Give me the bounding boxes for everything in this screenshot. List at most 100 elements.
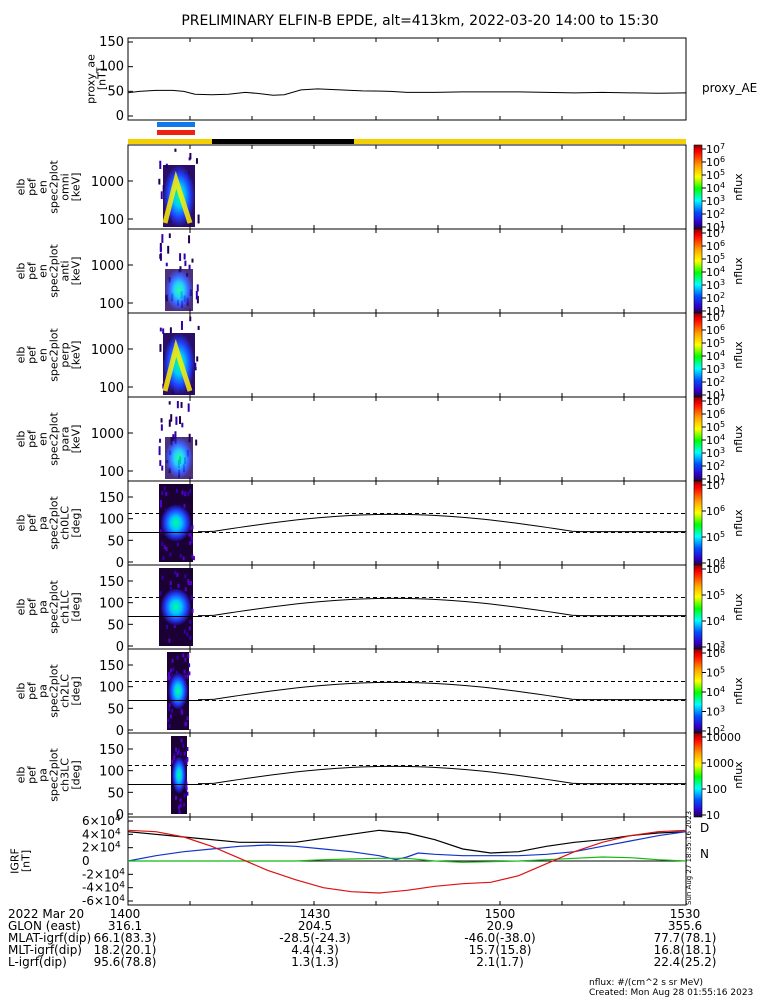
colorbar-tick-label: 104: [706, 614, 725, 628]
footer-row-label: L-igrf(dip): [8, 955, 67, 969]
pa-pixel: [173, 753, 176, 758]
y-axis-label-line: [keV]: [70, 257, 83, 286]
spectrum-pixel: [197, 214, 200, 224]
colorbar-tick-label: 104: [706, 433, 725, 447]
y-tick-label: 1000: [91, 427, 124, 442]
colorbar-tick-label: 101: [706, 388, 725, 402]
y-axis-label-line: pa: [37, 768, 50, 782]
footer-value: 18.2(20.1): [93, 943, 157, 957]
colorbar-title: nflux: [732, 173, 745, 201]
y-axis-label-line: [nT]: [20, 850, 33, 872]
colorbar-tick-label: 103: [706, 446, 725, 460]
spec-para-colorbar: [693, 396, 703, 482]
pa-pixel: [186, 757, 189, 762]
pa-pixel: [184, 657, 187, 662]
pa-pixel: [161, 575, 164, 580]
pa-pixel: [176, 542, 179, 547]
y-axis-label-line: elb: [15, 263, 28, 280]
pa-pixel: [169, 676, 172, 681]
pa-pixel: [184, 759, 187, 764]
nflux-label: nflux: [732, 677, 745, 705]
pa-pixel: [177, 805, 180, 810]
pa-pixel: [176, 572, 179, 577]
pa-ch1LC-marks: [128, 568, 686, 646]
pa-pixel: [189, 619, 192, 624]
pa-pixel: [192, 556, 195, 561]
footer-row-label: MLT-igrf(dip): [8, 943, 82, 957]
y-axis-label-line: elb: [15, 347, 28, 364]
colorbar-tick-label: 102: [706, 207, 725, 221]
colorbar-tick-label: 104: [706, 181, 725, 195]
spec-omni-frame: [127, 144, 687, 230]
pa-pixel: [169, 552, 172, 557]
colorbar-tick-label: 102: [706, 291, 725, 305]
spectrum-pixel: [174, 431, 177, 440]
spectrum-pixel: [176, 401, 179, 409]
colorbar-tick-label: 101: [706, 220, 725, 234]
footer-value: 15.7(15.8): [468, 943, 532, 957]
spec-para-marks: [158, 401, 198, 479]
spectrum-pixel: [168, 233, 171, 239]
pa-ch1LC-frame: [127, 564, 687, 650]
pa-pixel: [170, 668, 173, 673]
footer-value: 355.6: [667, 919, 703, 933]
y-axis-label-line: pef: [26, 177, 39, 196]
pa-pixel: [176, 655, 179, 660]
spec-anti-colorbar: [693, 228, 703, 314]
y-tick-label: 0: [116, 556, 124, 571]
pa-pixel: [187, 578, 190, 583]
igrf-black-line: [127, 829, 687, 854]
nflux-label: nflux: [732, 425, 745, 453]
colorbar-tick-label: 107: [706, 478, 725, 492]
colorbar-title: nflux: [732, 677, 745, 705]
spectrum-pixel: [194, 362, 197, 369]
y-axis-label-line: spec2plot: [48, 160, 61, 214]
spectrum-pixel: [189, 152, 192, 160]
spectrum-pixel: [159, 327, 162, 332]
igrf-legend-mark: D: [700, 821, 709, 835]
spec-perp-frame: [127, 312, 687, 398]
y-tick-label: -6×104: [82, 894, 125, 908]
pa-pixel: [182, 653, 185, 658]
spectrum-pixel: [169, 327, 172, 334]
local-pitch-angle-line: [198, 597, 686, 617]
footer-value: 316.1: [107, 919, 143, 933]
pa-pixel: [175, 747, 178, 752]
spectrum-pixel: [195, 439, 198, 446]
y-tick-label: 150: [99, 35, 124, 50]
y-tick-label: 50: [107, 534, 124, 549]
pa-pixel: [186, 747, 189, 752]
colorbar-tick-label: 102: [706, 459, 725, 473]
spectrum-pixel: [168, 401, 171, 405]
pa-pixel: [191, 525, 194, 530]
flux-blob: [165, 269, 193, 311]
pa-pixel: [159, 503, 162, 508]
pa-pixel: [167, 675, 170, 680]
spectrum-pixel: [191, 258, 194, 263]
nflux-label: nflux: [732, 341, 745, 369]
colorbar-title: nflux: [732, 257, 745, 285]
pa-pixel: [185, 781, 188, 786]
pa-pixel: [172, 667, 175, 672]
pa-ch2LC-frame: [127, 648, 687, 734]
colorbar-tick-label: 101: [706, 472, 725, 486]
spectrum-pixel: [170, 414, 173, 422]
pa-pixel: [183, 675, 186, 680]
pa-pixel: [168, 672, 171, 677]
spectrum-pixel: [160, 191, 163, 200]
spectrum-pixel: [189, 316, 192, 322]
spectrum-pixel: [161, 234, 164, 243]
pa-pixel: [176, 751, 179, 756]
spectrum-pixel: [179, 266, 182, 272]
y-axis-label-line: elb: [15, 431, 28, 448]
y-axis-label-line: ch2LC: [59, 674, 72, 708]
pa-ch0LC-frame: [127, 480, 687, 566]
pa-pixel: [187, 653, 190, 658]
pa-ch3LC-colorbar: [693, 732, 703, 818]
colorbar-tick-label: 105: [706, 588, 725, 602]
pa-pixel: [185, 721, 188, 726]
